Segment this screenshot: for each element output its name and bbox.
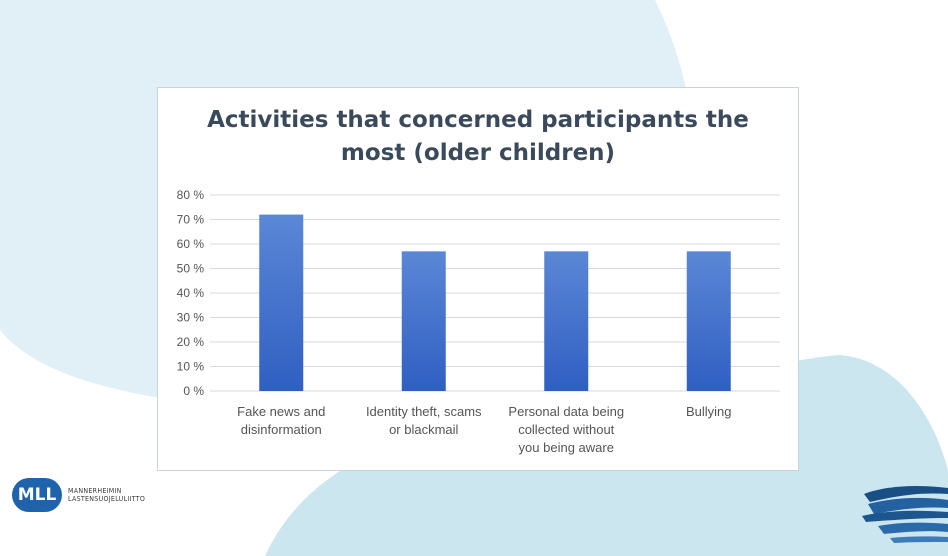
y-tick-label: 10 % xyxy=(177,360,205,374)
x-category-label-line: Personal data being xyxy=(508,404,624,419)
x-axis-category-labels: Fake news and disinformation Identity thef… xyxy=(237,404,731,455)
x-category-label: Fake news and disinformation xyxy=(237,404,325,437)
y-tick-label: 70 % xyxy=(177,213,205,227)
y-tick-label: 0 % xyxy=(183,384,204,398)
y-tick-label: 40 % xyxy=(177,286,205,300)
x-category-label-line: Bullying xyxy=(686,404,732,419)
logo-badge: MLL xyxy=(12,478,62,512)
bar-chart: 0 % 10 % 20 % 30 % 40 % 50 % 60 % 70 % 80 % Fake… xyxy=(177,188,780,455)
chart-title-line-2: most (older children) xyxy=(340,140,616,166)
bar xyxy=(686,251,731,391)
gridlines xyxy=(210,194,780,392)
y-tick-label: 50 % xyxy=(177,262,205,276)
y-tick-label: 30 % xyxy=(177,311,205,325)
logo-text: MANNERHEIMIN LASTENSUOJELULIITTO xyxy=(68,487,145,503)
chart-title-line-1: Activities that concerned participants t… xyxy=(207,107,749,133)
x-category-label-line: or blackmail xyxy=(389,422,458,437)
logo-text-line-2: LASTENSUOJELULIITTO xyxy=(68,495,146,503)
mll-logo: MLL MANNERHEIMIN LASTENSUOJELULIITTO xyxy=(12,478,145,512)
y-tick-label: 80 % xyxy=(177,188,205,202)
logo-text-line-1: MANNERHEIMIN xyxy=(68,487,122,495)
bars xyxy=(259,214,731,391)
chart-title: Activities that concerned participants t… xyxy=(158,104,798,170)
y-tick-label: 60 % xyxy=(177,237,205,251)
x-category-label: Bullying xyxy=(686,404,732,419)
x-category-label-line: Fake news and xyxy=(237,404,325,419)
x-category-label: Identity theft, scams or blackmail xyxy=(366,404,482,437)
x-category-label-line: Identity theft, scams xyxy=(366,404,482,419)
bar xyxy=(401,251,446,391)
x-category-label-line: collected without xyxy=(518,422,614,437)
bar xyxy=(544,251,589,391)
chart-card: Activities that concerned participants t… xyxy=(157,87,799,471)
y-tick-label: 20 % xyxy=(177,335,205,349)
bar xyxy=(259,214,304,391)
x-category-label-line: disinformation xyxy=(241,422,322,437)
x-category-label-line: you being aware xyxy=(519,440,614,455)
x-category-label: Personal data being collected without you … xyxy=(508,404,624,455)
y-axis-tick-labels: 0 % 10 % 20 % 30 % 40 % 50 % 60 % 70 % 80 % xyxy=(177,188,205,398)
brush-swoosh-decoration xyxy=(862,486,948,543)
